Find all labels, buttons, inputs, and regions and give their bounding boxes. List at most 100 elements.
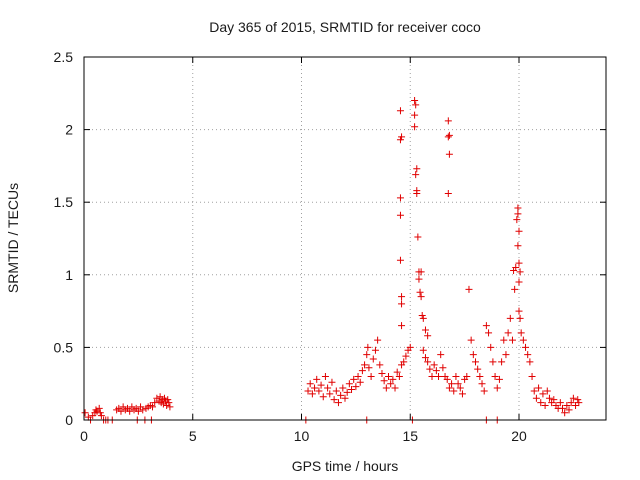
data-point [337, 391, 345, 399]
data-point [458, 390, 466, 398]
data-point [530, 387, 538, 395]
data-point [421, 354, 429, 362]
data-point [365, 364, 373, 372]
data-point [418, 311, 426, 319]
data-point [417, 293, 425, 301]
data-point [512, 264, 520, 272]
data-point [304, 387, 312, 395]
data-point [526, 358, 534, 366]
data-point [414, 233, 422, 241]
data-point [151, 399, 159, 407]
data-point [348, 386, 356, 394]
data-point [572, 401, 580, 409]
data-point [452, 372, 460, 380]
data-point [369, 355, 377, 363]
y-tick-label: 1 [65, 267, 73, 283]
data-point [419, 314, 427, 322]
data-point [445, 131, 453, 139]
data-point [321, 372, 329, 380]
data-point [398, 322, 406, 330]
data-point [95, 404, 103, 412]
data-point [437, 351, 445, 359]
data-point [354, 372, 362, 380]
data-point [543, 387, 551, 395]
x-tick-label: 5 [189, 428, 197, 444]
data-point [574, 396, 582, 404]
data-point [412, 171, 420, 179]
data-point [395, 372, 403, 380]
data-point [524, 351, 532, 359]
data-point [514, 242, 522, 250]
data-point [432, 367, 440, 375]
data-point [324, 384, 332, 392]
data-point [508, 336, 516, 344]
data-point [515, 278, 523, 286]
data-point [430, 361, 438, 369]
data-point [311, 384, 319, 392]
data-point [482, 322, 490, 330]
data-point [467, 336, 475, 344]
data-point [345, 380, 353, 388]
data-point [92, 406, 100, 414]
data-point [402, 352, 410, 360]
data-points [81, 97, 583, 424]
data-point [415, 275, 423, 283]
data-point [575, 399, 583, 407]
data-point [393, 368, 401, 376]
data-point [391, 384, 399, 392]
data-point [313, 375, 321, 383]
data-point [330, 396, 338, 404]
y-tick-label: 0 [65, 412, 73, 428]
data-point [396, 194, 404, 202]
data-point [514, 204, 522, 212]
data-point [378, 370, 386, 378]
data-point [567, 399, 575, 407]
data-point [537, 399, 545, 407]
data-point [539, 390, 547, 398]
data-point [165, 399, 173, 407]
data-point [398, 293, 406, 301]
data-point [476, 372, 484, 380]
data-point [308, 390, 316, 398]
y-tick-label: 2 [65, 122, 73, 138]
data-point [385, 372, 392, 380]
data-point [480, 387, 488, 395]
data-point [306, 380, 314, 388]
data-point [463, 372, 471, 380]
data-point [396, 211, 404, 219]
data-point [412, 101, 420, 109]
data-point [426, 365, 434, 373]
data-point [339, 384, 347, 392]
data-point [166, 403, 174, 411]
data-point [444, 189, 452, 197]
data-point [439, 364, 447, 372]
data-point [550, 396, 558, 404]
data-point [489, 358, 497, 366]
data-point [417, 268, 425, 276]
data-point [411, 123, 419, 131]
data-point [134, 407, 142, 415]
data-point [556, 399, 564, 407]
data-point [319, 393, 327, 401]
data-point [532, 394, 540, 402]
data-point [398, 133, 406, 141]
data-point [367, 372, 375, 380]
data-point [363, 351, 371, 359]
data-point [160, 394, 168, 402]
data-point [97, 412, 105, 420]
data-point [317, 381, 325, 389]
data-point [522, 343, 530, 351]
data-point [487, 343, 495, 351]
data-point [559, 404, 566, 412]
plot-frame [83, 56, 607, 421]
data-point [396, 256, 404, 264]
x-tick-label: 20 [511, 428, 527, 444]
data-point [500, 336, 508, 344]
data-point [541, 401, 549, 409]
data-point [364, 343, 372, 351]
data-point [435, 372, 443, 380]
data-point [328, 378, 336, 386]
data-point [428, 372, 436, 380]
data-point [504, 329, 512, 337]
data-point [513, 216, 521, 224]
